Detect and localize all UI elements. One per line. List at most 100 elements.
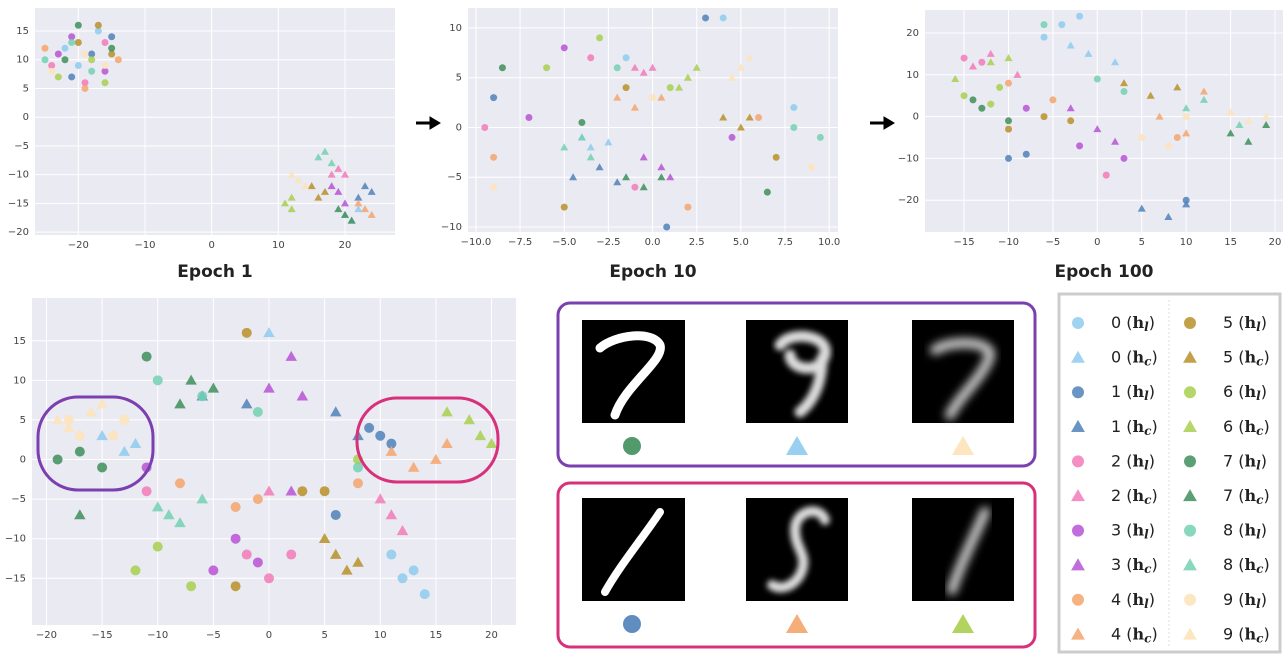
legend-marker (1072, 317, 1084, 329)
point (978, 105, 985, 112)
y-tick-label: 10 (449, 23, 462, 34)
point (1005, 80, 1012, 87)
legend-end: ) (1151, 347, 1157, 366)
legend-end: ) (1263, 624, 1269, 643)
point (115, 56, 122, 63)
point (353, 462, 363, 472)
point (631, 184, 638, 191)
point (153, 375, 163, 385)
point (614, 64, 621, 71)
x-tick-label: 15 (430, 630, 443, 641)
point (75, 62, 82, 69)
legend-marker (1072, 525, 1084, 537)
point (375, 431, 385, 441)
point (1005, 126, 1012, 133)
plot-background (925, 10, 1283, 232)
point (75, 431, 85, 441)
point (790, 104, 797, 111)
point (1103, 172, 1110, 179)
point (108, 45, 115, 52)
point (720, 14, 727, 21)
legend-vector: h (1133, 520, 1145, 539)
x-tick-label: −10.0 (461, 237, 492, 248)
y-tick-label: −15 (8, 198, 29, 209)
point (119, 415, 129, 425)
legend-text: 5 ( (1223, 313, 1245, 332)
legend-vector: h (1245, 313, 1257, 332)
point (481, 124, 488, 131)
point (68, 73, 75, 80)
point (364, 423, 374, 433)
legend-vector: h (1245, 451, 1257, 470)
legend-marker (1072, 386, 1084, 398)
y-tick-label: −10 (5, 534, 26, 545)
legend-text: 2 ( (1111, 451, 1133, 470)
legend-label: 7 (hl) (1223, 451, 1267, 472)
legend-vector: h (1245, 555, 1257, 574)
legend-text: 5 ( (1223, 347, 1245, 366)
point (102, 79, 109, 86)
point (62, 56, 69, 63)
point (1041, 113, 1048, 120)
x-tick-label: −5.0 (552, 237, 576, 248)
x-tick-label: 7.5 (777, 237, 793, 248)
chart-title: Epoch 1 (177, 262, 252, 282)
legend-label: 6 (hc) (1223, 416, 1270, 437)
legend-text: 0 ( (1111, 313, 1133, 332)
y-tick-label: −5 (14, 141, 29, 152)
point (253, 407, 263, 417)
y-tick-label: 10 (906, 70, 919, 81)
point (490, 184, 497, 191)
y-tick-label: 15 (16, 26, 29, 37)
legend-text: 9 ( (1223, 589, 1245, 608)
legend-marker (1184, 386, 1196, 398)
legend-label: 3 (hc) (1111, 555, 1158, 576)
point (490, 94, 497, 101)
legend-vector: h (1245, 624, 1257, 643)
legend-end: ) (1151, 486, 1157, 505)
point (1183, 113, 1190, 120)
point (53, 455, 63, 465)
x-tick-label: −5 (1046, 237, 1061, 248)
point (587, 54, 594, 61)
legend-label: 8 (hc) (1223, 555, 1270, 576)
point (1094, 75, 1101, 82)
y-tick-label: 20 (906, 28, 919, 39)
point (242, 550, 252, 560)
point (102, 62, 109, 69)
y-tick-label: 10 (16, 55, 29, 66)
point (1120, 155, 1127, 162)
point (1120, 88, 1127, 95)
point (320, 486, 330, 496)
legend-text: 7 ( (1223, 486, 1245, 505)
point (253, 494, 263, 504)
point (386, 550, 396, 560)
legend-label: 5 (hc) (1223, 347, 1270, 368)
legend-vector: h (1245, 382, 1257, 401)
point (1076, 142, 1083, 149)
point (353, 478, 363, 488)
y-tick-label: −10 (898, 153, 919, 164)
x-tick-label: −10 (147, 630, 168, 641)
point (996, 84, 1003, 91)
point (153, 542, 163, 552)
legend-vector: h (1133, 451, 1145, 470)
legend-text: 3 ( (1111, 555, 1133, 574)
point (62, 45, 69, 52)
legend-text: 4 ( (1111, 589, 1133, 608)
x-tick-label: 10 (374, 630, 387, 641)
legend-end: ) (1261, 451, 1267, 470)
point (1023, 151, 1030, 158)
point (242, 328, 252, 338)
legend-text: 3 ( (1111, 520, 1133, 539)
point (398, 573, 408, 583)
x-tick-label: −15 (954, 237, 975, 248)
legend-end: ) (1263, 555, 1269, 574)
legend-marker (1184, 594, 1196, 606)
point (663, 224, 670, 231)
x-tick-label: 5 (321, 630, 327, 641)
point (253, 557, 263, 567)
legend-end: ) (1151, 416, 1157, 435)
y-tick-label: 0 (456, 122, 462, 133)
legend-marker (1184, 525, 1196, 537)
